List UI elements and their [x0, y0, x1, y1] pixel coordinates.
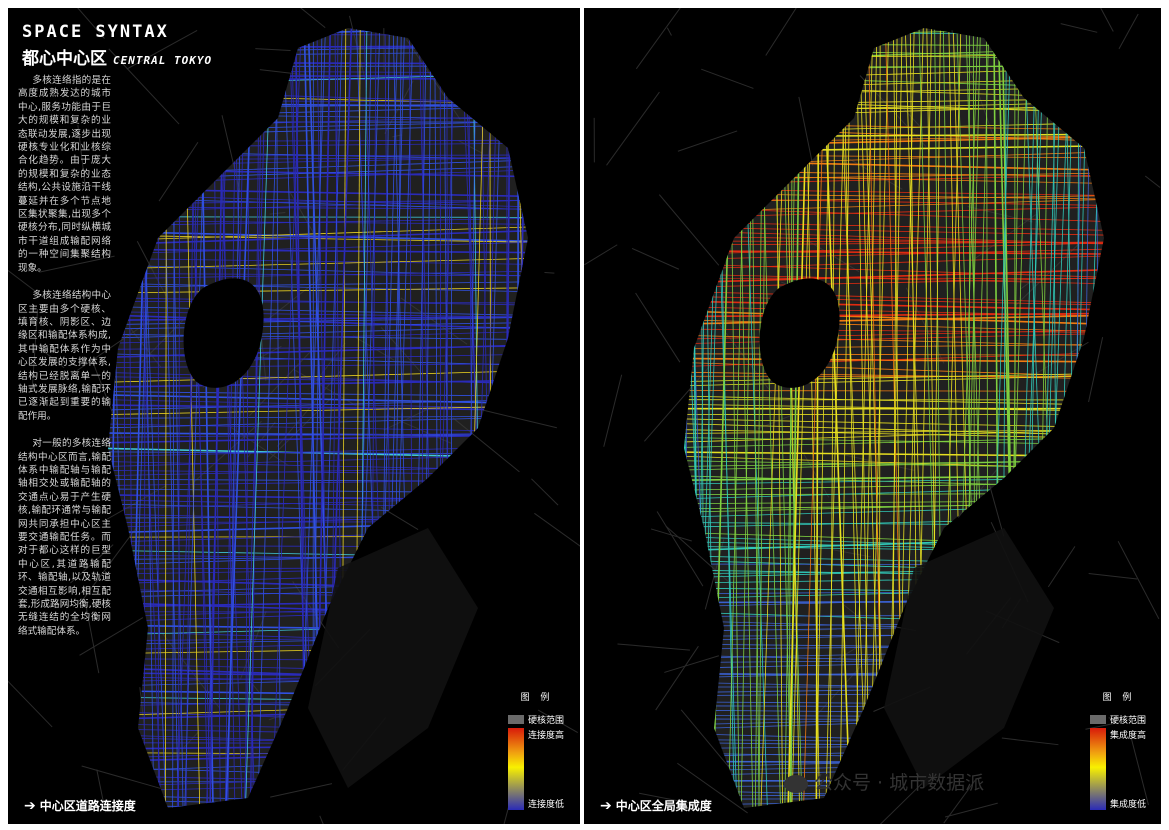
legend-low-label: 集成度低: [1110, 800, 1147, 810]
left-map-panel: SPACE SYNTAX 都心中心区 CENTRAL TOKYO 多核连络指的是在…: [8, 8, 580, 824]
legend-core-row: 硬核范围: [508, 713, 566, 726]
right-caption-text: 中心区全局集成度: [615, 799, 712, 813]
legend-title: 图 例: [1102, 693, 1136, 703]
title-block: SPACE SYNTAX 都心中心区 CENTRAL TOKYO: [22, 22, 212, 69]
right-map-panel: 图 例 硬核范围 集成度高 集成度低 ➔ 中心区全局集成度 公众号 · 城市数据派: [584, 8, 1161, 824]
connectivity-map: [8, 8, 580, 824]
description-paragraph-2: 多核连络结构中心区主要由多个硬核、填育核、阴影区、边缘区和输配体系构成,其中输配…: [18, 290, 111, 422]
description-paragraph-1: 多核连络指的是在高度成熟发达的城市中心,服务功能由于巨大的规模和复杂的业态联动发…: [18, 75, 111, 274]
watermark-text: 公众号 · 城市数据派: [814, 772, 985, 794]
right-map-caption: ➔ 中心区全局集成度: [600, 797, 712, 814]
title-chinese-text: 都心中心区: [22, 49, 107, 69]
legend-title: 图 例: [520, 693, 554, 703]
integration-map: [584, 8, 1161, 824]
legend-gradient-bar: [1090, 728, 1106, 810]
left-map-caption: ➔ 中心区道路连接度: [24, 797, 136, 814]
description-paragraph-3: 对一般的多核连络结构中心区而言,输配体系中输配轴与输配轴相交处或输配轴的交通点心…: [18, 438, 111, 637]
right-legend: 图 例 硬核范围 集成度高 集成度低: [1090, 690, 1148, 810]
arrow-right-icon: ➔: [600, 798, 612, 814]
legend-high-label: 连接度高: [528, 731, 565, 741]
legend-core-row: 硬核范围: [1090, 713, 1148, 726]
legend-gradient-bar: [508, 728, 524, 810]
left-legend: 图 例 硬核范围 连接度高 连接度低: [508, 690, 566, 810]
legend-core-label: 硬核范围: [1110, 716, 1147, 726]
title-chinese: 都心中心区 CENTRAL TOKYO: [22, 44, 212, 69]
description-text: 多核连络指的是在高度成熟发达的城市中心,服务功能由于巨大的规模和复杂的业态联动发…: [18, 74, 111, 652]
legend-core-swatch: [1090, 715, 1106, 724]
legend-gradient-row: 集成度高 集成度低: [1090, 728, 1148, 810]
wechat-icon: [784, 774, 808, 793]
legend-low-label: 连接度低: [528, 800, 565, 810]
watermark: 公众号 · 城市数据派: [784, 768, 984, 795]
subtitle-english: CENTRAL TOKYO: [113, 54, 213, 67]
left-caption-text: 中心区道路连接度: [39, 799, 136, 813]
arrow-right-icon: ➔: [24, 798, 36, 814]
legend-core-swatch: [508, 715, 524, 724]
legend-high-label: 集成度高: [1110, 731, 1147, 741]
legend-core-label: 硬核范围: [528, 716, 565, 726]
title-english: SPACE SYNTAX: [22, 22, 169, 42]
legend-gradient-row: 连接度高 连接度低: [508, 728, 566, 810]
